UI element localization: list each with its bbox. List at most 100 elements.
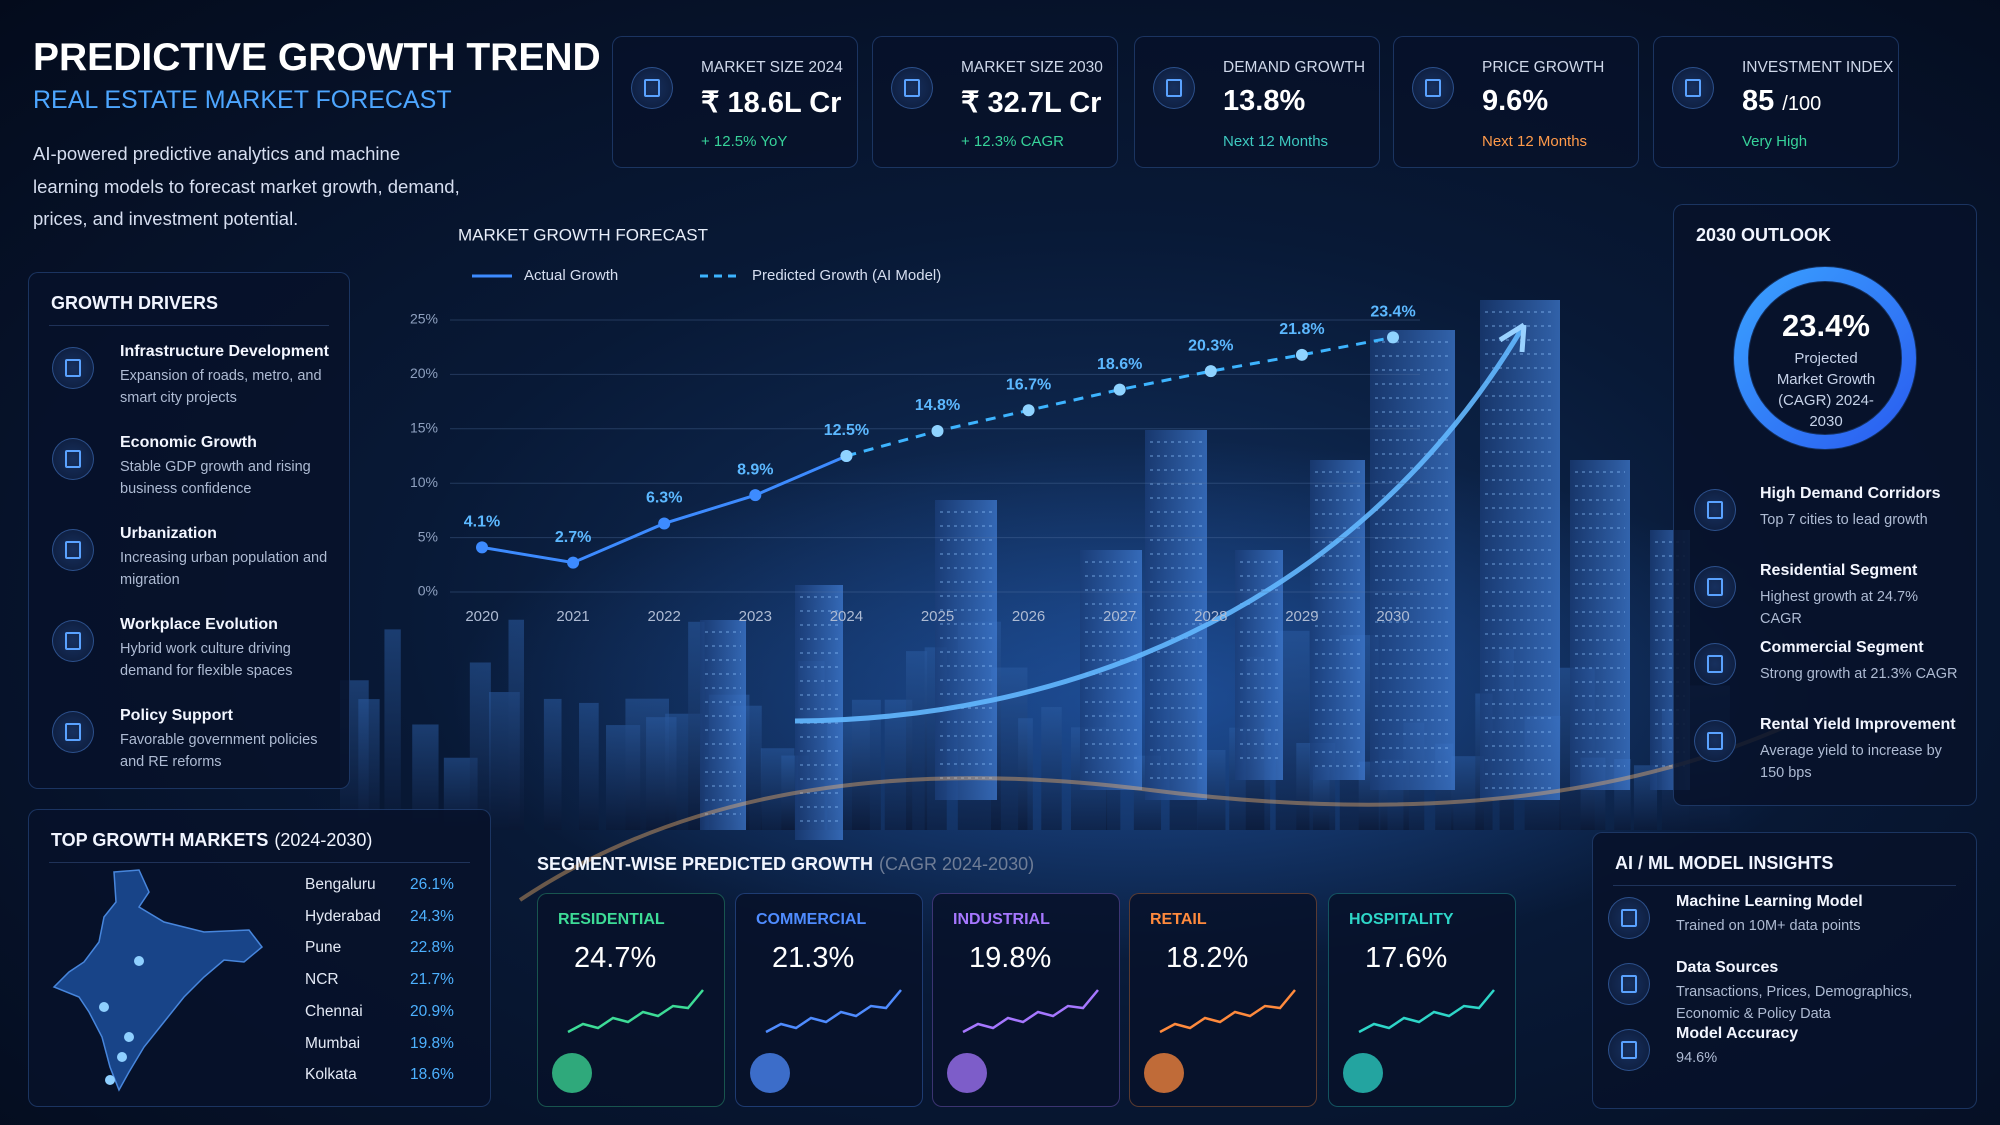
kpi-label: INVESTMENT INDEX (1742, 59, 1894, 76)
separator (49, 862, 470, 863)
y-tick-label: 20% (410, 365, 438, 381)
value-label: 21.8% (1279, 321, 1324, 338)
map-shape (52, 869, 264, 1092)
panel-title-suffix: (2024-2030) (274, 830, 373, 850)
legend-label: Predicted Growth (AI Model) (752, 267, 941, 284)
page-subtitle: REAL ESTATE MARKET FORECAST (33, 86, 452, 114)
segment-icon (552, 1053, 592, 1093)
item-text: Trained on 10M+ data points (1676, 918, 1861, 934)
item-title: Machine Learning Model (1676, 893, 1863, 910)
market-city: Hyderabad (305, 907, 381, 925)
segment-sparkline (1358, 989, 1495, 1034)
building (579, 702, 599, 830)
item-icon (52, 347, 94, 389)
kpi-icon (1672, 67, 1714, 109)
y-tick-label: 15% (410, 420, 438, 436)
value-label: 12.5% (824, 422, 869, 439)
x-tick-label: 2029 (1285, 608, 1318, 625)
kpi-note: Very High (1742, 133, 1808, 150)
kpi-card: MARKET SIZE 2030 ₹ 32.7L Cr + 12.3% CAGR (872, 36, 1118, 168)
kpi-value: 13.8% (1223, 85, 1306, 117)
road-glow (518, 718, 1801, 902)
item-icon (52, 438, 94, 480)
chart-title: MARKET GROWTH FORECAST (458, 225, 708, 244)
market-value: 20.9% (410, 1002, 454, 1020)
building (1313, 766, 1330, 830)
market-value: 26.1% (410, 876, 454, 893)
segment-card: COMMERCIAL 21.3% (735, 893, 923, 1107)
market-city: Kolkata (305, 1066, 357, 1084)
segment-name: RESIDENTIAL (558, 911, 665, 928)
sparkline (567, 989, 704, 1034)
item-text: Expansion of roads, metro, and smart cit… (120, 368, 322, 406)
legend-label: Actual Growth (524, 267, 618, 284)
item-icon (1694, 566, 1736, 608)
item-icon (1608, 897, 1650, 939)
sparkline (1159, 989, 1296, 1034)
outlook-ring (1733, 266, 1917, 450)
panel-title: 2030 OUTLOOK (1696, 225, 1832, 245)
kpi-card: DEMAND GROWTH 13.8% Next 12 Months (1134, 36, 1380, 168)
map-city (99, 1002, 109, 1012)
item-title: High Demand Corridors (1760, 485, 1941, 502)
x-tick-label: 2020 (465, 608, 498, 625)
item-text: Hybrid work culture driving demand for f… (120, 641, 293, 679)
building (906, 651, 928, 830)
data-point (931, 424, 944, 437)
tower (1480, 300, 1560, 800)
x-tick-label: 2022 (648, 608, 681, 625)
x-tick-label: 2021 (556, 608, 589, 625)
building (508, 619, 525, 830)
building (543, 698, 562, 830)
segments-title: SEGMENT-WISE PREDICTED GROWTH (537, 854, 874, 874)
item-icon (1608, 1029, 1650, 1071)
kpi-icon (631, 67, 673, 109)
segment-icon (750, 1053, 790, 1093)
segment-value: 18.2% (1166, 942, 1249, 974)
item-text: Favorable government policies and RE ref… (120, 732, 318, 770)
x-tick-label: 2025 (921, 608, 954, 625)
item-text: Average yield to increase by 150 bps (1760, 743, 1942, 781)
series-line (481, 454, 847, 565)
value-label: 18.6% (1097, 356, 1142, 373)
x-tick-label: 2028 (1194, 608, 1227, 625)
tower (1080, 550, 1142, 790)
item-title: Model Accuracy (1676, 1025, 1799, 1042)
top-markets-panel: TOP GROWTH MARKETS (2024-2030) Bengaluru 26… (28, 809, 491, 1107)
panel-title: AI / ML MODEL INSIGHTS (1615, 853, 1834, 873)
data-point (1204, 365, 1217, 378)
value-label: 4.1% (464, 514, 500, 531)
kpi-value: 9.6% (1482, 85, 1549, 117)
item-text: Transactions, Prices, Demographics, Econ… (1676, 984, 1913, 1022)
market-city: Chennai (305, 1002, 363, 1020)
tower (935, 500, 997, 800)
kpi-icon (1153, 67, 1195, 109)
tower (1310, 460, 1365, 780)
sparkline (1358, 989, 1495, 1034)
market-city: Bengaluru (305, 876, 376, 893)
separator (49, 325, 329, 326)
kpi-label: PRICE GROWTH (1482, 59, 1605, 76)
page-description: AI-powered predictive analytics and mach… (33, 143, 460, 229)
kpi-label: MARKET SIZE 2030 (961, 59, 1103, 76)
data-point (1387, 331, 1399, 344)
item-title: Policy Support (120, 707, 233, 724)
segment-icon (947, 1053, 987, 1093)
market-value: 21.7% (410, 971, 454, 989)
item-icon (1694, 720, 1736, 762)
item-title: Workplace Evolution (120, 616, 278, 633)
tower (700, 620, 746, 830)
item-icon (1694, 489, 1736, 531)
x-tick-label: 2024 (830, 608, 863, 625)
item-text: Highest growth at 24.7% CAGR (1760, 589, 1918, 627)
tower (795, 585, 843, 840)
data-point (1295, 348, 1308, 361)
kpi-note: + 12.5% YoY (701, 133, 788, 150)
segment-name: COMMERCIAL (756, 911, 867, 928)
segments-title-suffix: (CAGR 2024-2030) (879, 854, 1035, 874)
item-title: Commercial Segment (1760, 639, 1924, 656)
item-title: Infrastructure Development (120, 343, 329, 360)
segment-value: 19.8% (969, 942, 1052, 974)
